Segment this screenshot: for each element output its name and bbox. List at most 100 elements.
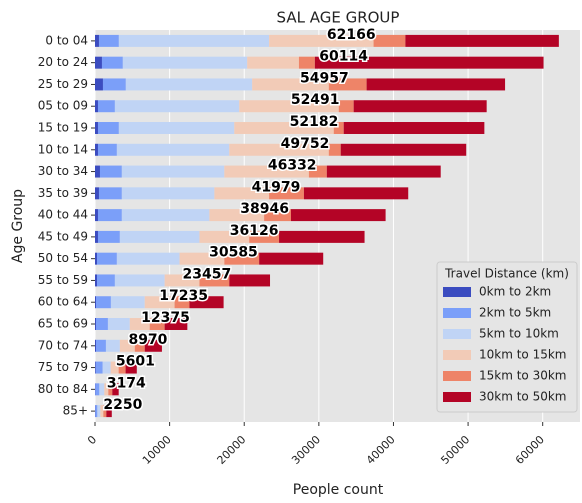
total-label: 5601 [116,354,155,370]
bar-segment [179,252,225,265]
bar-segment [116,143,230,156]
bar-segment [353,100,487,113]
bar-segment [189,296,224,309]
bar-segment [229,274,271,287]
bar-segment [102,361,111,374]
bar-segment [95,34,99,47]
y-tick-label: 05 to 09 [38,99,88,113]
bar-segment [149,318,165,330]
legend-label: 0km to 2km [479,285,551,299]
bar-segment [99,383,105,396]
bar-segment [134,339,145,352]
total-label: 17235 [159,288,208,304]
bar-segment [103,405,107,418]
bar-segment [95,56,102,69]
y-tick-label: 20 to 24 [38,55,88,69]
bar-segment [269,187,304,200]
bar-segment [366,78,506,91]
bar-segment [95,165,100,178]
y-tick-label: 25 to 29 [38,77,88,91]
bar-segment [95,318,96,330]
bar-segment [249,230,280,243]
total-label: 46332 [268,158,317,174]
bar-segment [97,100,115,113]
bar-segment [125,361,137,374]
legend-swatch [443,329,471,339]
legend-swatch [443,350,471,360]
x-tick-label: 40000 [364,433,398,467]
bar-segment [338,100,354,113]
bar-segment [125,78,253,91]
total-label: 36126 [230,223,279,239]
y-tick-label: 35 to 39 [38,186,88,200]
bar-segment [108,383,113,396]
bar-segment [164,274,200,287]
bar-segment [122,56,248,69]
bar-segment [229,143,329,156]
bar-segment [97,230,120,243]
bar-segment [95,209,98,222]
bar-segment [106,405,112,418]
bar-segment [121,165,225,178]
x-tick-label: 0 [85,433,99,447]
bar-segment [114,100,240,113]
bar-segment [259,252,324,265]
bar-segment [290,209,386,222]
bar-segment [100,405,104,418]
legend-label: 10km to 15km [479,348,567,362]
legend-label: 15km to 30km [479,369,567,383]
bar-segment [110,361,119,374]
bar-segment [209,209,265,222]
bar-segment [343,122,485,134]
bar-segment [97,405,101,418]
bar-segment [95,252,97,265]
total-label: 41979 [252,179,301,195]
bar-segment [95,318,108,330]
bar-segment [224,165,309,178]
total-label: 52182 [290,114,339,130]
bar-segment [264,209,291,222]
legend-swatch [443,287,471,297]
bar-segment [99,165,122,178]
bar-segment [107,318,130,330]
bar-segment [95,100,98,113]
bar-segment [96,252,117,265]
y-axis-label: Age Group [10,189,26,263]
bar-segment [112,383,119,396]
total-label: 8970 [128,332,167,348]
bar-segment [308,165,327,178]
y-tick-label: 30 to 34 [38,164,88,178]
bar-segment [96,274,115,287]
bar-segment [95,78,103,91]
bar-segment [95,274,97,287]
bar-segment [144,339,162,352]
bar-segment [199,230,250,243]
total-label: 2250 [103,397,142,413]
bar-segment [314,56,544,69]
bar-segment [95,361,96,374]
bar-segment [95,296,111,309]
bar-segment [95,143,98,156]
bar-segment [118,122,235,134]
bar-segment [98,187,122,200]
total-label: 54957 [300,70,349,86]
bar-segment [373,34,406,47]
total-label: 60114 [319,49,368,65]
bar-segment [164,318,188,330]
bar-segment [119,339,135,352]
bar-segment [98,34,119,47]
x-tick-label: 60000 [513,433,547,467]
y-tick-label: 55 to 59 [38,273,88,287]
bar-segment [97,122,119,134]
legend-swatch [443,392,471,402]
bar-segment [95,383,100,396]
y-tick-label: 10 to 14 [38,142,88,156]
x-tick-label: 20000 [215,433,249,467]
total-label: 12375 [141,310,190,326]
y-tick-label: 70 to 74 [38,338,88,352]
y-tick-label: 65 to 69 [38,317,88,331]
bar-segment [333,122,344,134]
bar-segment [405,34,559,47]
y-tick-label: 45 to 49 [38,229,88,243]
bar-segment [174,296,190,309]
